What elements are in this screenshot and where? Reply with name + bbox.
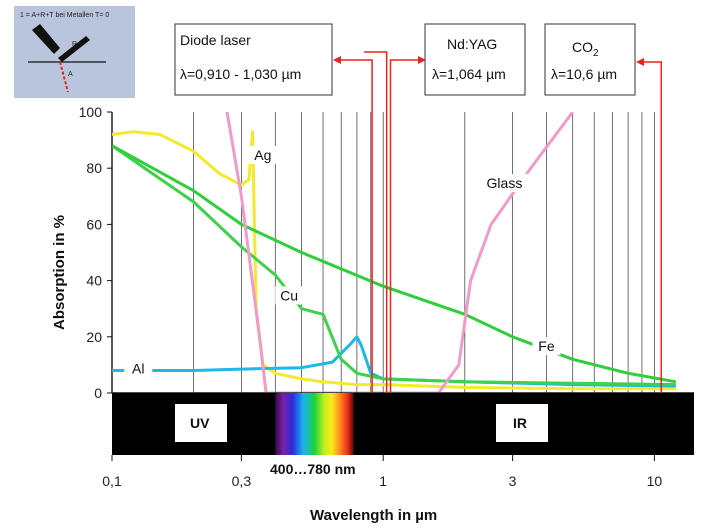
series-label-ag: Ag xyxy=(254,147,271,163)
series-line-glass xyxy=(225,112,574,392)
x-tick-label: 0,1 xyxy=(102,473,122,489)
series-label-fe: Fe xyxy=(538,338,555,354)
series-label-bg xyxy=(275,286,304,305)
laser-markers xyxy=(333,51,662,393)
laser-line-co2 xyxy=(644,61,662,393)
x-tick-label: 10 xyxy=(647,473,663,489)
inset-reflected-beam-icon xyxy=(58,36,90,62)
x-tick-label: 1 xyxy=(379,473,387,489)
laser-box-diode-detail: λ=0,910 - 1,030 µm xyxy=(180,66,301,82)
series-label-glass: Glass xyxy=(487,175,523,191)
series-group xyxy=(112,112,677,392)
reflection-inset: 1 = A+R+T bei Metallen T= 0 R A xyxy=(14,6,135,98)
x-tick-label: 0,3 xyxy=(232,473,252,489)
x-ticks: 0,1 0,3 1 3 10 xyxy=(102,455,662,489)
x-tick-label: 3 xyxy=(509,473,517,489)
laser-box-ndyag-detail: λ=1,064 µm xyxy=(432,66,506,82)
inset-label-a: A xyxy=(68,71,73,78)
y-tick-label: 60 xyxy=(86,216,102,232)
laser-arrow-head xyxy=(636,58,644,66)
laser-box-co2-frame xyxy=(544,23,636,96)
laser-box-ndyag-title: Nd:YAG xyxy=(447,36,497,52)
series-labels: Ag Al Cu Fe Glass xyxy=(124,145,561,378)
laser-box-ndyag: Nd:YAG λ=1,064 µm xyxy=(424,23,526,96)
y-tick-label: 0 xyxy=(94,385,102,401)
y-axis-title: Absorption in % xyxy=(51,215,68,330)
uv-label-box xyxy=(175,404,227,442)
y-tick-label: 80 xyxy=(86,160,102,176)
x-axis-title: Wavelength in µm xyxy=(310,507,437,524)
laser-line-diode-max xyxy=(364,51,388,393)
y-ticks: 0 20 40 60 80 100 xyxy=(79,104,112,401)
spectral-strip: UV IR 400…780 nm xyxy=(112,393,694,477)
y-tick-label: 40 xyxy=(86,273,102,289)
series-label-bg xyxy=(248,145,277,164)
ir-label-box xyxy=(496,404,548,442)
vertical-grid xyxy=(111,112,655,393)
series-label-al: Al xyxy=(132,361,144,377)
visible-spectrum-band xyxy=(275,393,354,455)
laser-box-diode-title: Diode laser xyxy=(180,32,251,48)
series-line-ag xyxy=(112,130,676,391)
series-line-fe xyxy=(112,144,677,384)
inset-caption: 1 = A+R+T bei Metallen T= 0 xyxy=(20,12,109,19)
uv-label: UV xyxy=(190,415,210,431)
ir-label: IR xyxy=(513,415,527,431)
y-tick-label: 20 xyxy=(86,329,102,345)
series-label-bg xyxy=(532,337,561,356)
laser-box-diode: Diode laser λ=0,910 - 1,030 µm xyxy=(174,23,333,96)
laser-box-diode-frame xyxy=(174,23,333,96)
laser-line-ndyag xyxy=(389,59,420,393)
laser-line-diode-min xyxy=(340,59,373,393)
laser-box-co2-title: CO2 xyxy=(572,39,599,59)
laser-box-co2: CO2 λ=10,6 µm xyxy=(544,23,636,96)
laser-box-ndyag-frame xyxy=(424,23,526,96)
inset-incident-beam-icon xyxy=(32,24,60,54)
y-tick-label: 100 xyxy=(79,104,103,120)
series-label-bg xyxy=(124,359,153,378)
visible-range-label: 400…780 nm xyxy=(270,461,356,477)
laser-box-co2-detail: λ=10,6 µm xyxy=(551,66,617,82)
laser-arrow-head xyxy=(333,56,341,64)
inset-label-r: R xyxy=(72,41,77,48)
laser-arrow-head xyxy=(418,56,426,64)
series-label-cu: Cu xyxy=(280,287,298,303)
series-line-cu xyxy=(112,144,676,387)
series-label-bg xyxy=(476,174,532,193)
inset-absorbed-beam-icon xyxy=(59,61,69,93)
